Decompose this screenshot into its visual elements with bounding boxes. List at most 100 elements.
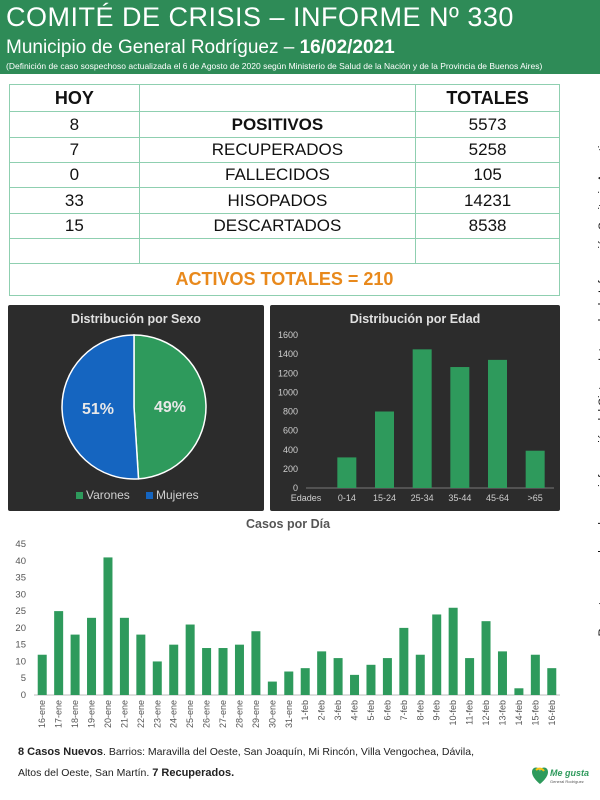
- total-value: 8538: [415, 212, 560, 239]
- age-bar: [337, 457, 357, 488]
- daily-bar: [514, 688, 524, 695]
- x-tick-label: 35-44: [448, 493, 471, 503]
- age-chart-title: Distribución por Edad: [349, 312, 481, 326]
- row-label: HISOPADOS: [138, 187, 417, 214]
- x-tick-label: 25-34: [411, 493, 434, 503]
- x-tick-label: 14-feb: [514, 700, 524, 726]
- y-tick-label: 200: [283, 464, 298, 474]
- x-tick-label: 16-feb: [547, 700, 557, 726]
- daily-bar: [202, 648, 212, 695]
- y-tick-label: 1000: [278, 387, 298, 397]
- new-cases-label: 8 Casos Nuevos: [18, 746, 103, 758]
- report-title: COMITÉ DE CRISIS – INFORME Nº 330: [6, 2, 514, 32]
- x-tick-label: 9-feb: [432, 700, 442, 721]
- age-bar: [450, 367, 470, 488]
- age-bar: [488, 359, 507, 488]
- daily-bar: [350, 674, 360, 695]
- y-tick-label: 600: [283, 426, 298, 436]
- daily-bar: [333, 658, 343, 695]
- age-bar-chart: 0 200 400 600 800 1000 1200 1400 1600 0-14 15-24 25…: [278, 330, 554, 503]
- x-tick-label: 18-ene: [70, 700, 80, 728]
- sex-chart-title: Distribución por Sexo: [71, 312, 201, 326]
- empty-cell: [415, 237, 560, 265]
- age-bar: [375, 411, 394, 488]
- hoy-value: 0: [9, 162, 140, 189]
- legend-swatch-mujeres: [146, 492, 153, 499]
- daily-bar: [432, 614, 442, 695]
- x-tick-label: 30-ene: [267, 700, 277, 728]
- footer-summary: 8 Casos Nuevos. Barrios: Maravilla del O…: [18, 742, 528, 784]
- table-row-empty: [9, 237, 560, 265]
- daily-bar: [497, 651, 507, 695]
- total-value: 5573: [415, 111, 560, 138]
- report-subtitle: Municipio de General Rodríguez – 16/02/2…: [6, 37, 395, 59]
- age-bar: [525, 450, 545, 488]
- hoy-value: 7: [9, 136, 140, 164]
- daily-bar: [284, 671, 294, 695]
- x-tick-label: 31-ene: [284, 700, 294, 728]
- table-header-row: HOY TOTALES: [9, 83, 560, 113]
- daily-bar: [300, 668, 310, 695]
- x-tick-label: 27-ene: [218, 700, 228, 728]
- x-tick-label: 19-ene: [87, 700, 97, 728]
- pie-label: 49%: [154, 399, 186, 416]
- side-note-wrap: Reporte generado en base a información d…: [572, 88, 600, 678]
- daily-bar: [399, 627, 409, 695]
- y-tick-label: 35: [15, 573, 26, 584]
- header-banner: COMITÉ DE CRISIS – INFORME Nº 330 Munici…: [0, 0, 600, 74]
- x-tick-label: 13-feb: [497, 700, 507, 726]
- row-label: POSITIVOS: [138, 111, 417, 138]
- table-row: 8 POSITIVOS 5573: [9, 111, 560, 138]
- empty-cell: [9, 237, 140, 265]
- recovered-label: 7 Recuperados.: [152, 767, 235, 779]
- y-tick-label: 45: [15, 539, 26, 550]
- daily-bar: [382, 658, 392, 695]
- row-label: FALLECIDOS: [138, 162, 417, 189]
- x-tick-label: >65: [528, 493, 543, 503]
- footer-line-1: 8 Casos Nuevos. Barrios: Maravilla del O…: [18, 742, 528, 763]
- y-tick-label: 15: [15, 640, 26, 651]
- table-row: 15 DESCARTADOS 8538: [9, 212, 560, 239]
- y-tick-label: 30: [15, 589, 26, 600]
- x-tick-label: 4-feb: [350, 700, 360, 721]
- daily-chart-panel: Casos por Día 0 5 10 15 20 25 30 35 40 45 16-ene 17…: [8, 514, 568, 732]
- activos-totales: ACTIVOS TOTALES = 210: [9, 263, 560, 296]
- y-tick-label: 1600: [278, 330, 298, 340]
- daily-bar: [87, 617, 97, 695]
- x-tick-label: 7-feb: [399, 700, 409, 721]
- daily-bar: [218, 648, 228, 695]
- hoy-value: 8: [9, 111, 140, 138]
- header-hoy: HOY: [9, 83, 140, 113]
- x-tick-label: 28-ene: [234, 700, 244, 728]
- table-row: 7 RECUPERADOS 5258: [9, 136, 560, 164]
- stats-table: HOY TOTALES 8 POSITIVOS 5573 7 RECUPERAD…: [9, 83, 560, 296]
- empty-cell: [138, 237, 417, 265]
- x-tick-label: 29-ene: [251, 700, 261, 728]
- daily-bar: [136, 634, 146, 695]
- x-tick-label: 24-ene: [169, 700, 179, 728]
- x-tick-label: 1-feb: [300, 700, 310, 721]
- x-tick-label: 21-ene: [119, 700, 129, 728]
- me-gusta-logo: Me gusta General Rodríguez: [532, 767, 589, 784]
- y-tick-label: 10: [15, 656, 26, 667]
- x-tick-label: 8-feb: [415, 700, 425, 721]
- x-tick-label: 6-feb: [382, 700, 392, 721]
- y-tick-label: 400: [283, 445, 298, 455]
- daily-bar: [169, 644, 179, 695]
- y-tick-label: 0: [21, 690, 26, 701]
- x-tick-label: 15-feb: [530, 700, 540, 726]
- x-tick-label: 12-feb: [481, 700, 491, 726]
- footer-line-2: Altos del Oeste, San Martín. 7 Recuperad…: [18, 763, 528, 784]
- hoy-value: 15: [9, 212, 140, 239]
- x-tick-label: 3-feb: [333, 700, 343, 721]
- daily-bar: [103, 557, 113, 695]
- y-tick-label: 5: [21, 673, 26, 684]
- daily-bar: [547, 668, 557, 695]
- total-value: 14231: [415, 187, 560, 214]
- case-definition-note: (Definición de caso sospechoso actualiza…: [6, 61, 543, 71]
- heart-icon: [532, 767, 548, 784]
- y-tick-label: 0: [293, 483, 298, 493]
- pie-slice-mujeres: [61, 334, 140, 480]
- y-tick-label: 25: [15, 606, 26, 617]
- daily-bar: [37, 654, 47, 695]
